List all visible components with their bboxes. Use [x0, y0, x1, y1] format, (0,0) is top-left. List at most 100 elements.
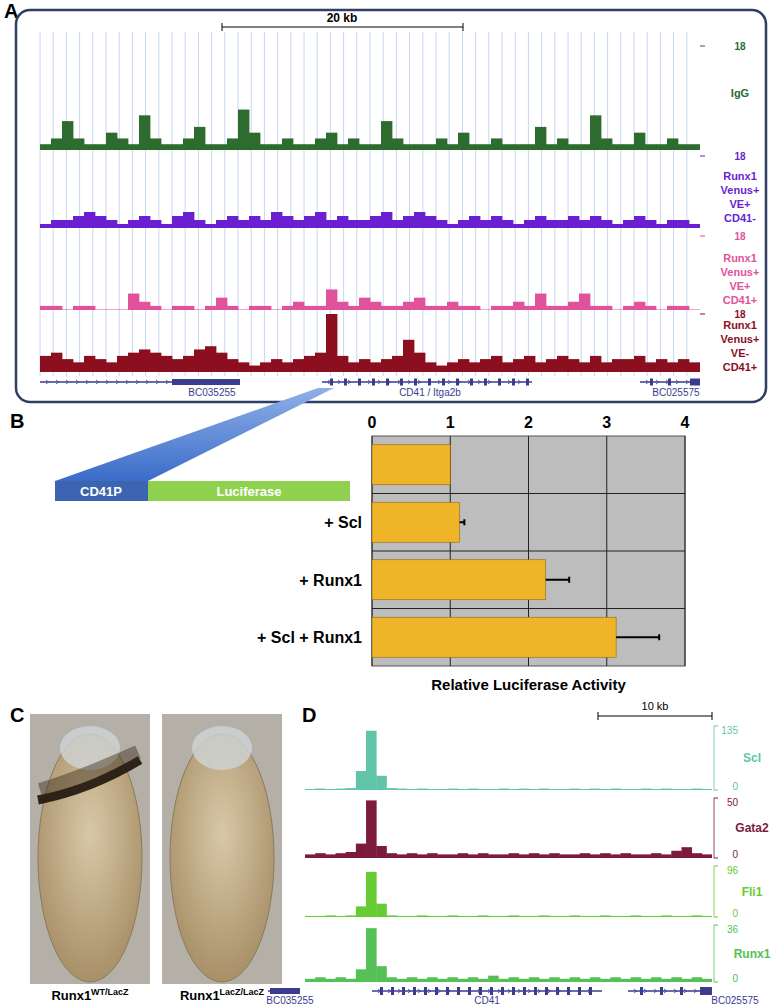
signal-bar [205, 144, 216, 150]
signal-bar [590, 854, 601, 858]
gene-strand [136, 380, 139, 384]
signal-bar [172, 306, 183, 310]
signal-bar [271, 310, 282, 311]
signal-bar [227, 359, 238, 372]
signal-bar [631, 977, 642, 982]
plot-area [372, 436, 685, 666]
signal-bar [348, 306, 359, 310]
signal-bar [381, 212, 392, 228]
gene-strand [656, 380, 659, 384]
category-label: + Scl [324, 514, 362, 531]
signal-bar [549, 916, 560, 917]
signal-bar [407, 916, 418, 917]
gene-strand [518, 989, 521, 993]
gene-strand [408, 380, 411, 384]
signal-bar [498, 979, 509, 982]
gene-strand [438, 989, 441, 993]
signal-bar [359, 220, 370, 228]
signal-bar [468, 854, 479, 858]
signal-bar [260, 220, 271, 228]
embryo [170, 734, 274, 982]
gene-strand [116, 380, 119, 384]
signal-bar [403, 216, 414, 228]
track [40, 289, 700, 310]
signal-bar [539, 979, 550, 982]
panel-label: D [302, 704, 316, 726]
signal-bar [337, 216, 348, 228]
category-label: + Scl + Runx1 [257, 629, 362, 646]
gene-strand [634, 989, 637, 993]
signal-bar [580, 853, 591, 858]
signal-bar [417, 789, 428, 790]
signal-bar [546, 144, 557, 150]
track [305, 800, 712, 858]
signal-bar [570, 789, 581, 790]
signal-bar [702, 854, 712, 858]
signal-bar [641, 789, 652, 790]
signal-bar [519, 789, 530, 790]
signal-bar [417, 979, 428, 982]
signal-bar [557, 306, 568, 310]
signal-bar [356, 771, 367, 790]
signal-bar [549, 853, 560, 858]
signal-bar [610, 854, 621, 858]
signal-bar [546, 359, 557, 372]
signal-bar [392, 306, 403, 310]
gene-strand [538, 989, 541, 993]
guide-line [198, 32, 199, 376]
signal-bar [315, 353, 326, 372]
signal-bar [447, 854, 458, 858]
signal-bar [346, 979, 357, 982]
exon [270, 988, 300, 994]
tick-label: 0 [732, 849, 738, 860]
track [40, 212, 700, 228]
signal-bar [40, 306, 51, 310]
gene-strand [56, 380, 59, 384]
signal-bar [437, 916, 448, 917]
signal-bar [216, 353, 227, 372]
signal-bar [436, 366, 447, 372]
exon [380, 987, 383, 995]
exon [435, 987, 438, 995]
track-label: Runx1 [734, 947, 771, 961]
signal-bar [557, 356, 568, 372]
scale-label: 10 kb [642, 700, 669, 712]
signal-bar [128, 353, 139, 372]
signal-bar [447, 302, 458, 310]
signal-bar [381, 359, 392, 372]
signal-bar [40, 356, 51, 372]
signal-bar [579, 220, 590, 228]
signal-bar [612, 144, 623, 150]
signal-bar [623, 306, 634, 310]
guide-line [436, 32, 437, 376]
signal-bar [403, 302, 414, 310]
guide-line [686, 32, 687, 376]
signal-bar [681, 916, 692, 917]
tick-label: 18 [734, 231, 746, 242]
signal-bar [458, 133, 469, 150]
signal-bar [568, 216, 579, 228]
signal-bar [205, 224, 216, 228]
gene-strand [66, 380, 69, 384]
signal-bar [315, 789, 326, 790]
signal-bar [502, 306, 513, 310]
signal-bar [407, 977, 418, 982]
signal-bar [172, 144, 183, 150]
track-axis [714, 726, 715, 790]
signal-bar [40, 144, 51, 150]
signal-bar [227, 138, 238, 150]
track-label: CD41- [724, 212, 756, 224]
signal-bar [557, 138, 568, 150]
signal-bar [692, 853, 703, 858]
signal-bar [305, 854, 316, 858]
signal-bar [478, 789, 489, 790]
scale-bar-end [712, 712, 713, 720]
signal-bar [370, 216, 381, 228]
signal-bar [73, 138, 84, 150]
signal-bar [656, 144, 667, 150]
track-label: CD41+ [723, 361, 758, 373]
track-label: VE- [731, 347, 750, 359]
signal-bar [249, 133, 260, 150]
signal-bar [414, 212, 425, 228]
gene-strand [348, 380, 351, 384]
